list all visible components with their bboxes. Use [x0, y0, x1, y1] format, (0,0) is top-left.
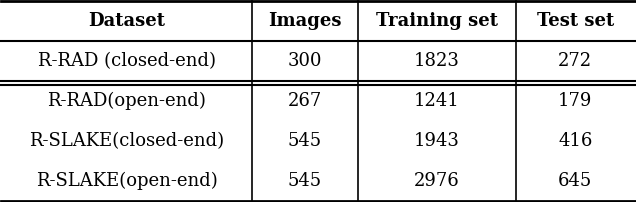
- Text: 272: 272: [558, 52, 592, 70]
- Text: Test set: Test set: [537, 12, 614, 30]
- Text: 545: 545: [287, 172, 322, 190]
- Text: 545: 545: [287, 132, 322, 150]
- Text: 645: 645: [558, 172, 592, 190]
- Text: 2976: 2976: [414, 172, 460, 190]
- Text: Images: Images: [268, 12, 342, 30]
- Text: 300: 300: [287, 52, 322, 70]
- Text: R-SLAKE(closed-end): R-SLAKE(closed-end): [29, 132, 225, 150]
- Text: R-RAD(open-end): R-RAD(open-end): [47, 92, 206, 110]
- Text: 1241: 1241: [414, 92, 460, 110]
- Text: 1823: 1823: [414, 52, 460, 70]
- Text: 1943: 1943: [414, 132, 460, 150]
- Text: 267: 267: [287, 92, 322, 110]
- Text: 416: 416: [558, 132, 593, 150]
- Text: R-SLAKE(open-end): R-SLAKE(open-end): [36, 171, 218, 190]
- Text: 179: 179: [558, 92, 593, 110]
- Text: Dataset: Dataset: [88, 12, 165, 30]
- Text: R-RAD (closed-end): R-RAD (closed-end): [38, 52, 216, 70]
- Text: Training set: Training set: [376, 12, 498, 30]
